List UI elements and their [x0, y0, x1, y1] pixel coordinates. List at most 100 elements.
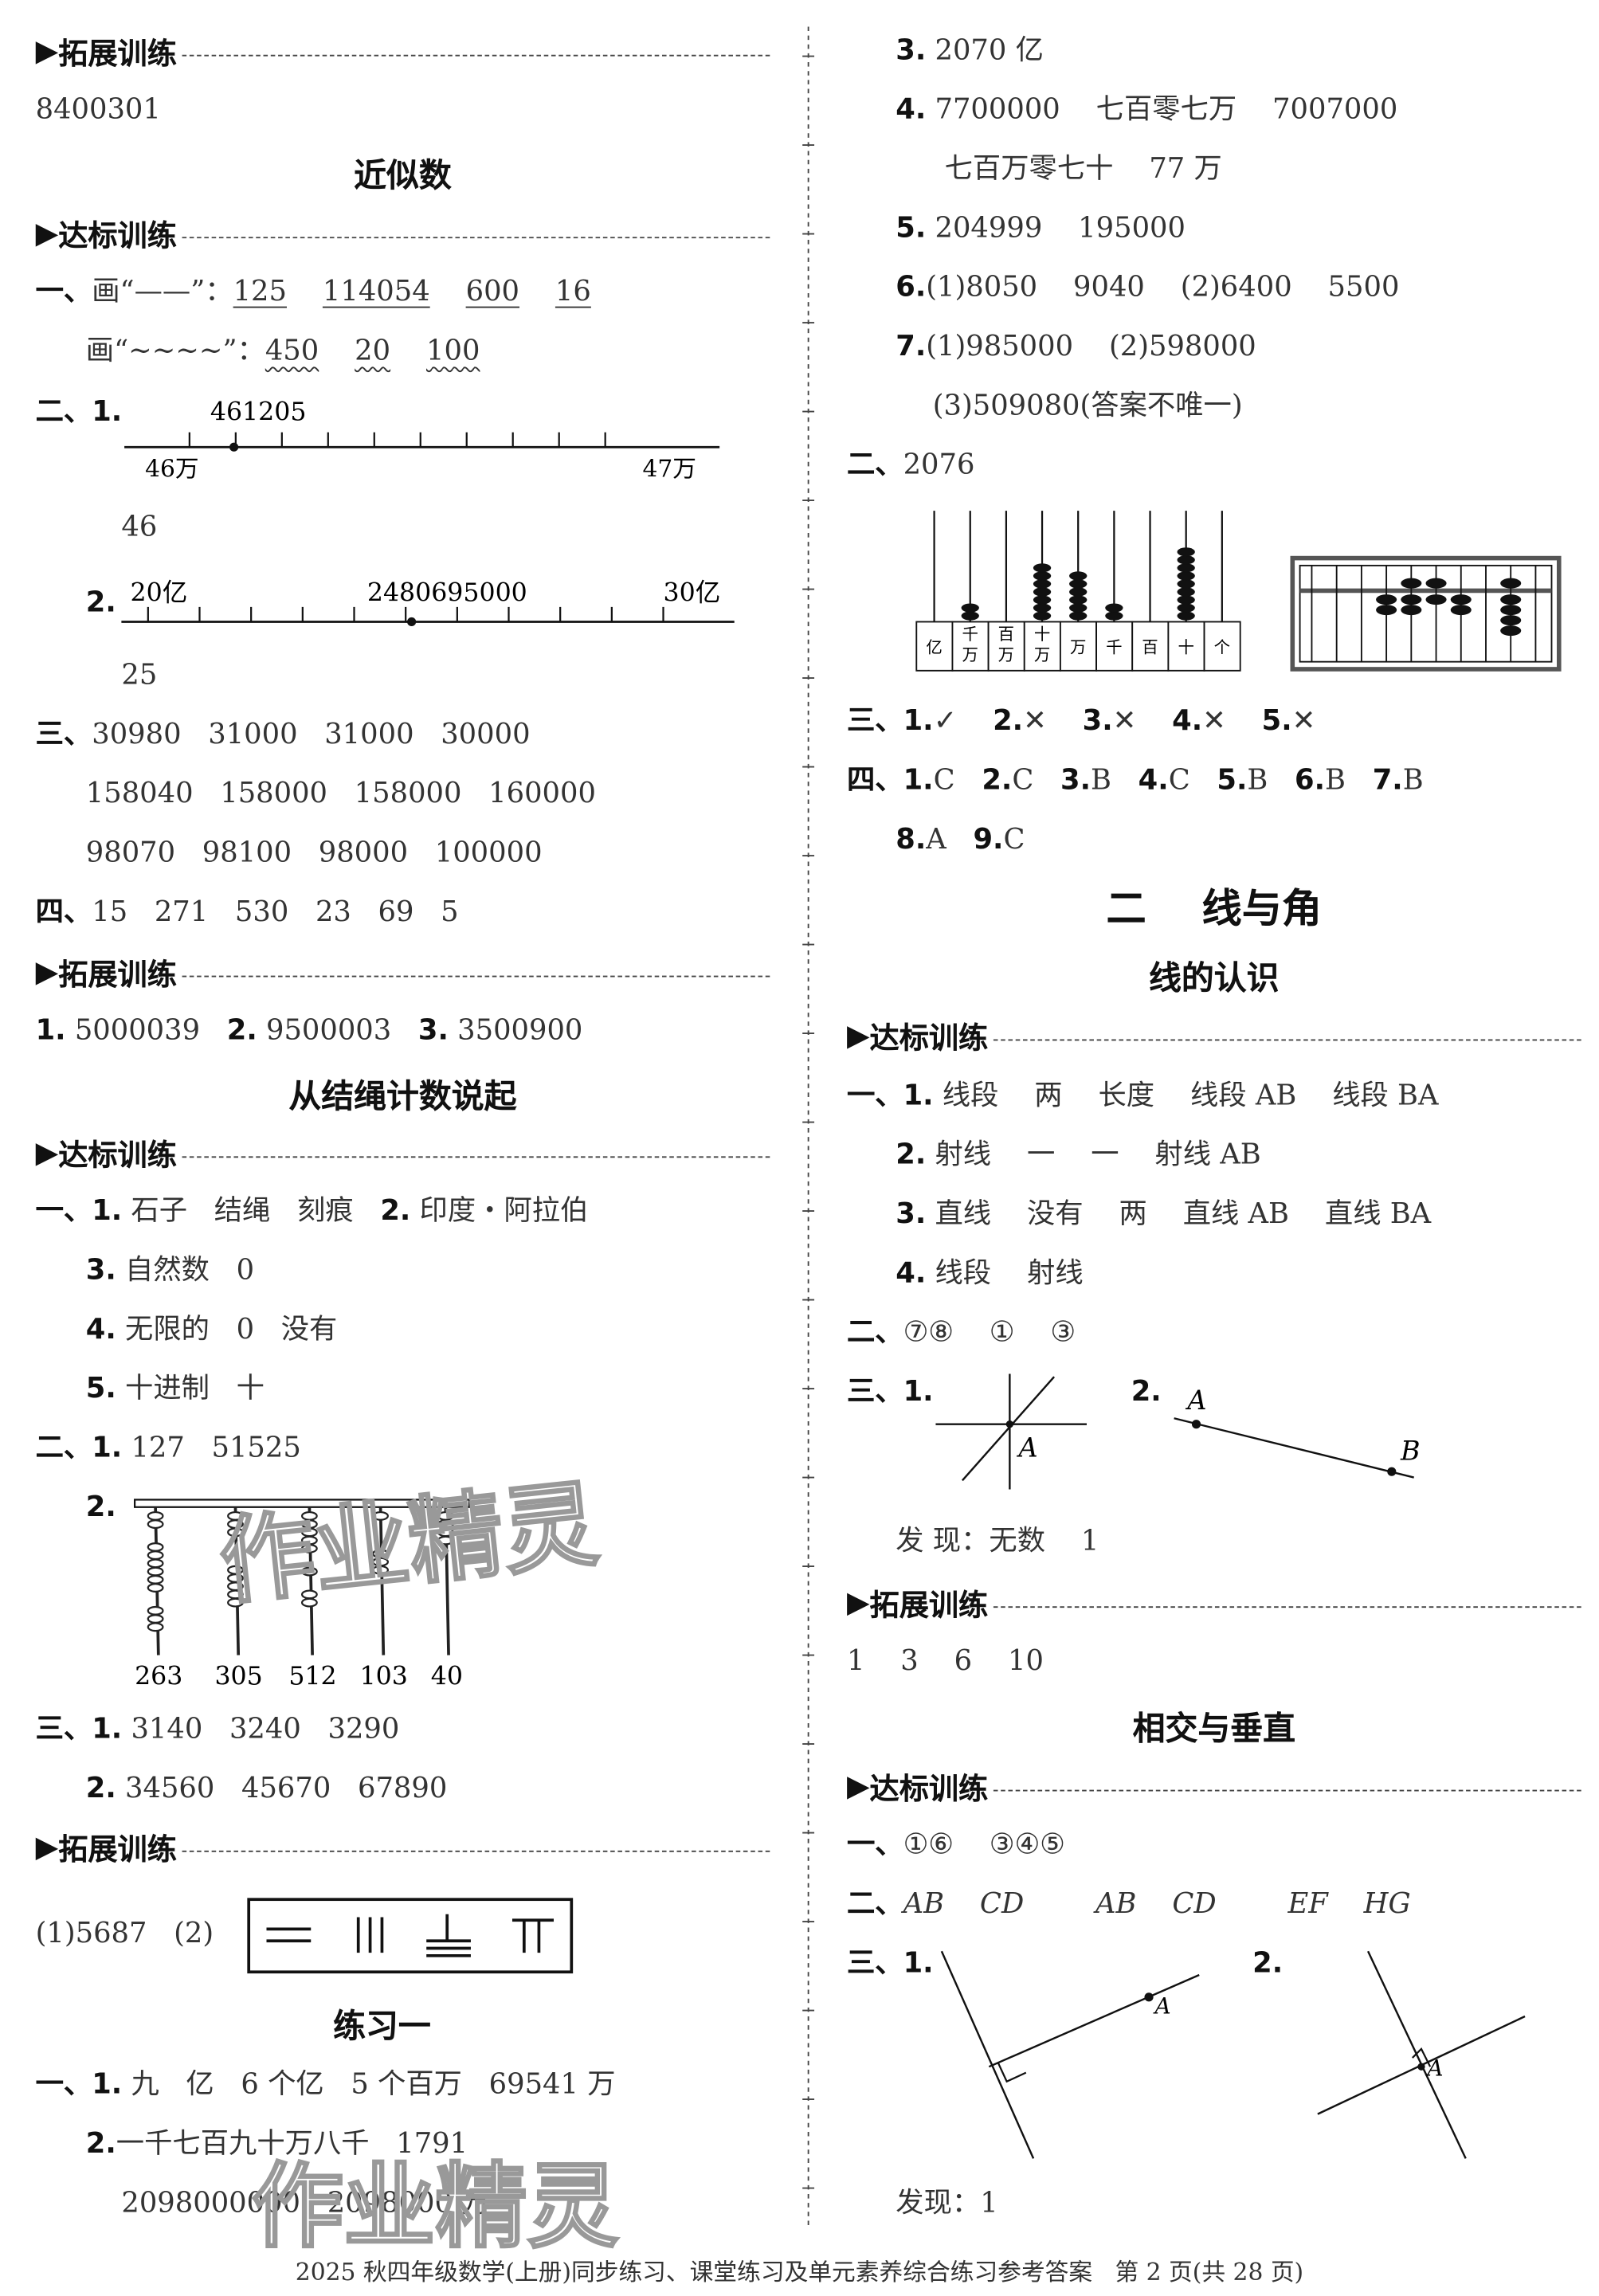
rope-label: 103 — [360, 1663, 408, 1691]
place-label: 千 — [962, 625, 978, 644]
triangle-icon: ▶ — [35, 1134, 59, 1170]
upper-bead — [1500, 578, 1522, 589]
answer-line: 一、①⑥ ③④⑤ — [846, 1828, 1065, 1861]
answer-line: 5. 204999 195000 — [896, 211, 1186, 245]
point-label-a: A — [1185, 1385, 1206, 1416]
triangle-icon: ▶ — [35, 1828, 59, 1864]
answer-line: 3. 直线 没有 两 直线 AB 直线 BA — [896, 1197, 1432, 1231]
knot — [372, 1557, 389, 1567]
knot — [372, 1565, 389, 1575]
bead — [1105, 611, 1123, 621]
bead — [1033, 571, 1052, 581]
knot — [147, 1519, 164, 1530]
answer-line: 25 — [121, 658, 158, 692]
knot — [300, 1589, 318, 1600]
section-title: 相交与垂直 — [1132, 1711, 1296, 1749]
triangle-icon: ▶ — [35, 32, 59, 69]
knot — [147, 1542, 164, 1552]
place-label: 万 — [1070, 638, 1086, 657]
answer-line: 二、1. 127 51525 — [35, 1431, 301, 1464]
bead — [1105, 603, 1123, 613]
page-footer: 2025 秋四年级数学(上册)同步练习、课堂练习及单元素养综合练习参考答案 第 … — [295, 2257, 1304, 2286]
answer-line: 三、30980 31000 31000 30000 — [35, 718, 531, 751]
answer-line: (3)509080(答案不唯一) — [932, 389, 1243, 422]
question-label: 2. — [85, 1491, 116, 1524]
answer-line: (1)5687 (2) — [35, 1917, 214, 1950]
bead — [1177, 579, 1195, 589]
knot — [437, 1519, 454, 1530]
section-header-standard: ▶ 达标训练 — [35, 1134, 770, 1172]
place-label: 万 — [1034, 645, 1050, 664]
knot — [437, 1510, 454, 1521]
start-label: 20亿 — [131, 578, 188, 607]
section-header-extend: ▶ 拓展训练 — [35, 1828, 770, 1866]
section-header-standard: ▶ 达标训练 — [846, 1017, 1581, 1055]
question-label: 三、1. — [846, 1946, 934, 1980]
lower-bead — [1500, 625, 1522, 637]
section-header-extend: ▶ 拓展训练 — [847, 1584, 1581, 1622]
point-label: 2480695000 — [367, 578, 527, 607]
knot — [147, 1550, 164, 1561]
knot — [227, 1581, 244, 1592]
knot — [147, 1558, 164, 1569]
point-label-a: A — [1425, 2055, 1443, 2081]
counting-frame-figure: 亿千万百万十万万千百十个 — [915, 511, 1241, 672]
place-label: 千 — [1106, 638, 1122, 657]
answer-line: 3. 2070 亿 — [896, 33, 1044, 67]
question-label: 三、1. — [846, 1375, 934, 1409]
triangle-icon: ▶ — [846, 1017, 870, 1053]
rod-numeral-box — [247, 1898, 574, 1974]
lower-bead — [1425, 594, 1447, 605]
answer-line: 3. 自然数 0 — [85, 1253, 255, 1287]
rope — [378, 1507, 386, 1655]
knot — [437, 1535, 454, 1546]
answer-line: 4. 无限的 0 没有 — [85, 1313, 338, 1346]
bead — [1069, 603, 1088, 613]
answer-line: 1. 5000039 2. 9500003 3. 3500900 — [35, 1013, 583, 1047]
knot — [147, 1566, 164, 1577]
place-box — [1131, 621, 1170, 672]
bead — [1177, 563, 1195, 573]
perpendicular-figures: A A — [940, 1950, 1526, 2159]
answer-line: 2.一千七百九十万八千 1791 — [85, 2127, 468, 2161]
knot — [147, 1605, 164, 1616]
section-title: 从结绳计数说起 — [288, 1079, 517, 1117]
answer-line: 2098000000 2098000 万 — [121, 2186, 490, 2220]
answer-line: 二、⑦⑧ ① ③ — [846, 1316, 1076, 1349]
unit-title: 二 线与角 — [1106, 887, 1323, 933]
place-label: 个 — [1214, 638, 1230, 657]
answer-line: 二、2076 — [846, 449, 975, 481]
bead — [1033, 595, 1052, 605]
lower-bead — [1401, 594, 1422, 605]
section-title: 练习一 — [333, 2008, 431, 2047]
knot — [300, 1535, 318, 1546]
upper-bead — [1401, 578, 1422, 589]
answer-line: 一、1. 石子 结绳 刻痕 2. 印度・阿拉伯 — [35, 1194, 589, 1228]
lower-bead — [1450, 605, 1472, 616]
place-box — [915, 621, 954, 672]
knot — [147, 1583, 164, 1593]
answer-line: 发 现：无数 1 — [896, 1525, 1099, 1557]
place-box — [1095, 621, 1134, 672]
knot — [300, 1510, 318, 1521]
answer-line: 一、1. 线段 两 长度 线段 AB 线段 BA — [846, 1079, 1439, 1112]
lower-bead — [1376, 594, 1397, 605]
suanpan-abacus-figure — [1290, 555, 1562, 672]
end-label: 47万 — [643, 455, 697, 483]
answer-line: 二、AB CD AB CD EF HG — [846, 1887, 1411, 1921]
point-marker — [407, 617, 417, 627]
place-box — [1203, 621, 1241, 672]
question-label: 2. — [85, 586, 116, 619]
place-box — [1023, 621, 1061, 672]
knot — [227, 1519, 244, 1530]
place-label: 万 — [962, 645, 978, 664]
knot — [227, 1597, 244, 1608]
bead — [1177, 611, 1195, 621]
answer-line: 98070 98100 98000 100000 — [85, 836, 543, 869]
rope-label: 263 — [135, 1663, 182, 1691]
bead — [1033, 587, 1052, 597]
knotted-ropes-figure: 263 305 512 103 40 — [133, 1499, 471, 1691]
place-box — [1167, 621, 1205, 672]
knot — [372, 1549, 389, 1559]
